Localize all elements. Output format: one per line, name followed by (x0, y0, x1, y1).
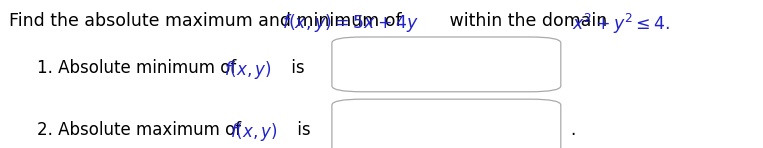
FancyBboxPatch shape (332, 37, 561, 92)
Text: $f(x, y)$: $f(x, y)$ (230, 121, 277, 143)
Text: 2. Absolute maximum of: 2. Absolute maximum of (37, 121, 246, 139)
Text: $x^2 + y^2 \leq 4.$: $x^2 + y^2 \leq 4.$ (572, 12, 671, 36)
Text: is: is (286, 59, 304, 77)
FancyBboxPatch shape (332, 99, 561, 148)
Text: 1. Absolute minimum of: 1. Absolute minimum of (37, 59, 241, 77)
Text: $f(x, y) = 5x + 4y$: $f(x, y) = 5x + 4y$ (282, 12, 418, 34)
Text: $f(x, y)$: $f(x, y)$ (224, 59, 271, 81)
Text: is: is (292, 121, 311, 139)
Text: .: . (570, 121, 575, 139)
Text: within the domain: within the domain (444, 12, 613, 30)
Text: Find the absolute maximum and minimum of: Find the absolute maximum and minimum of (9, 12, 407, 30)
